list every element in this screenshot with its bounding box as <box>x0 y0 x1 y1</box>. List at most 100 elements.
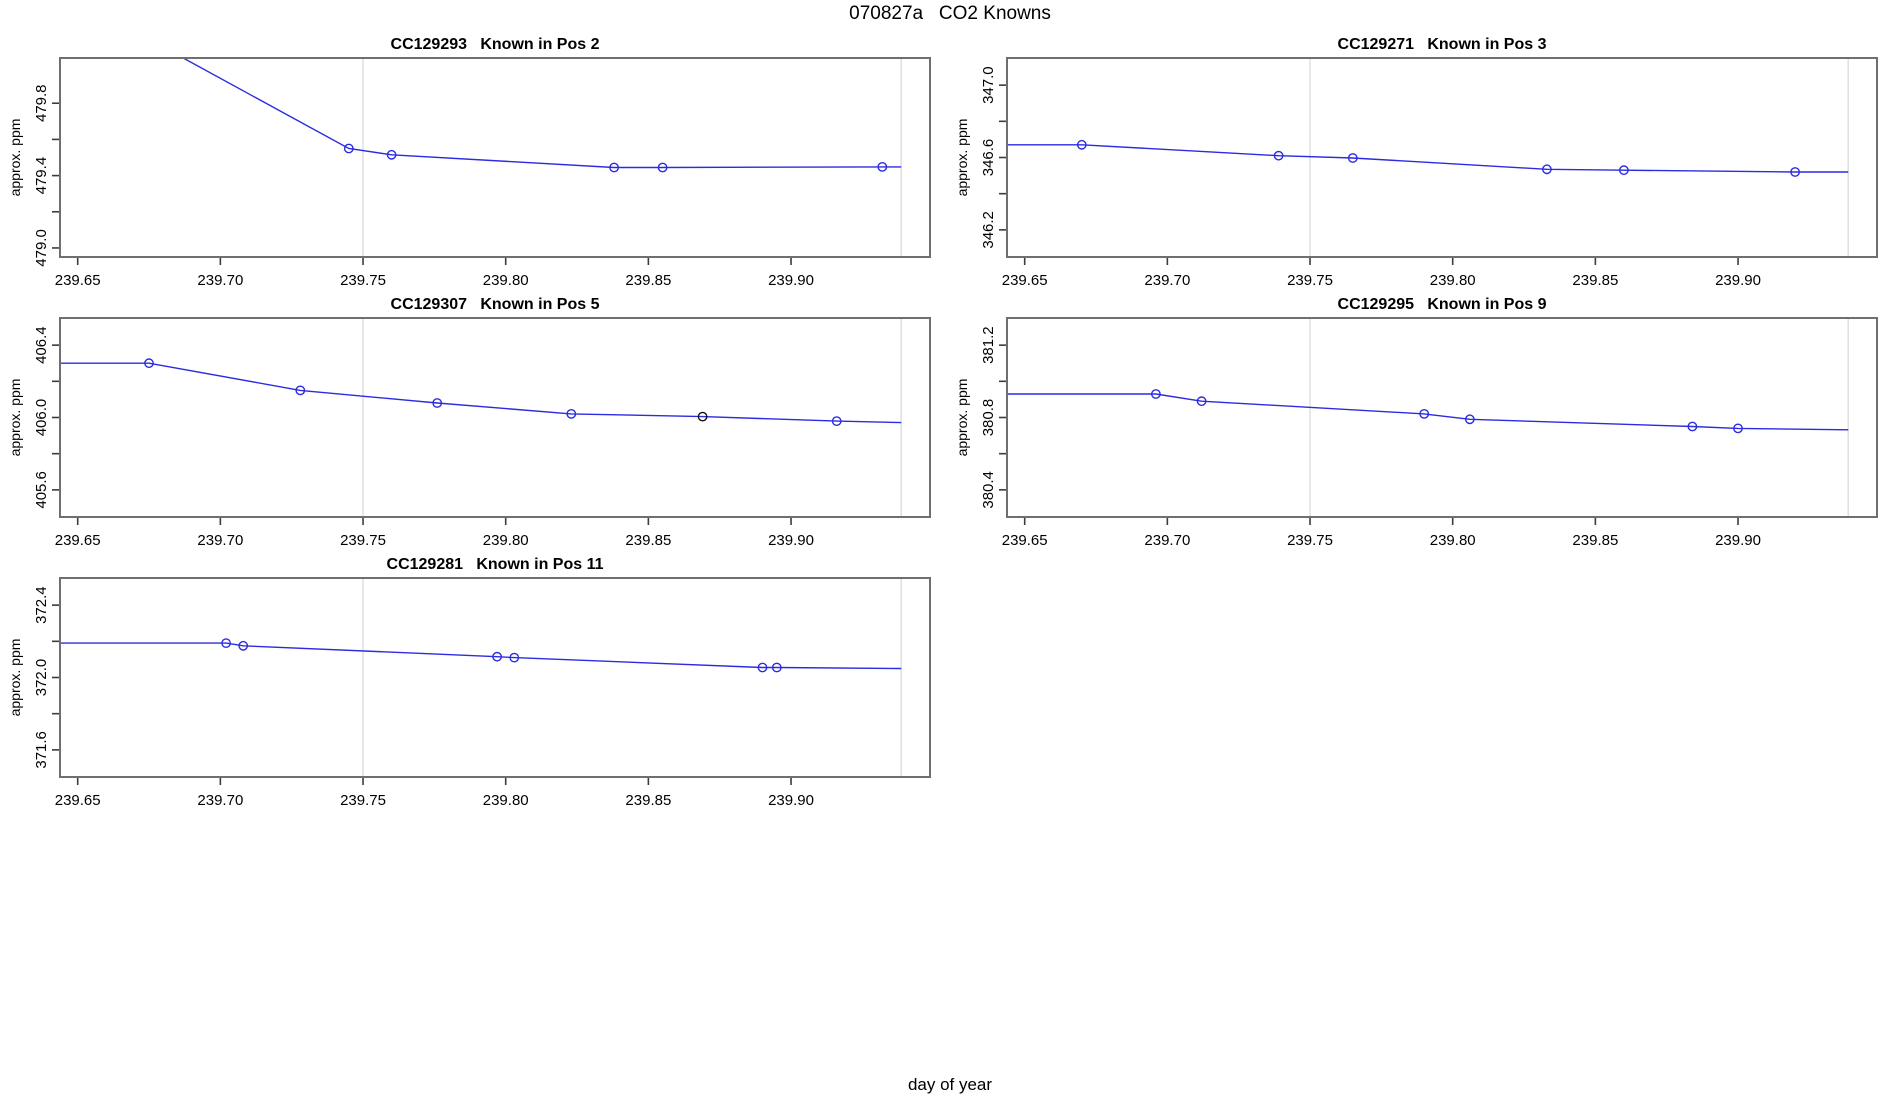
x-tick-label: 239.85 <box>625 272 671 289</box>
subplot-cc129307---known-in-pos-5: 239.65 239.70 239.75 239.80 239.85 239.90 405.… <box>7 296 931 549</box>
x-tick-label: 239.70 <box>197 532 243 549</box>
data-point <box>432 398 443 408</box>
data-point <box>877 161 888 172</box>
data-line <box>181 58 902 169</box>
y-tick-label: 372.0 <box>33 659 50 697</box>
subplot-cc129271---known-in-pos-3: 239.65 239.70 239.75 239.80 239.85 239.90 346.… <box>954 36 1878 289</box>
y-axis-label: approx. ppm <box>7 119 23 197</box>
x-tick-label: 239.80 <box>1430 532 1476 549</box>
data-point <box>757 662 768 673</box>
y-tick-label: 406.4 <box>33 326 50 364</box>
x-tick-label: 239.70 <box>197 272 243 289</box>
x-tick-label: 239.85 <box>1572 272 1618 289</box>
y-tick-label: 380.8 <box>980 399 997 437</box>
data-point <box>492 651 502 662</box>
plot-box <box>1006 57 1878 258</box>
data-point <box>609 162 619 173</box>
data-point <box>343 143 354 154</box>
data-point <box>144 358 154 369</box>
data-point <box>831 416 842 426</box>
data-point <box>1196 396 1207 407</box>
data-point <box>1542 164 1552 175</box>
y-tick-label: 380.4 <box>980 471 997 509</box>
y-axis-label: approx. ppm <box>7 379 23 457</box>
y-tick-label: 405.6 <box>33 471 50 509</box>
x-tick-label: 239.75 <box>1287 532 1333 549</box>
x-tick-label: 239.70 <box>1144 532 1190 549</box>
plot-title: CC129307 Known in Pos 5 <box>391 296 600 313</box>
x-tick-label: 239.80 <box>483 532 529 549</box>
data-point <box>1790 167 1801 177</box>
y-axis-label: approx. ppm <box>7 639 23 717</box>
x-tick-label: 239.85 <box>625 532 671 549</box>
data-point <box>509 652 520 663</box>
subplot-cc129293---known-in-pos-2: 239.65 239.70 239.75 239.80 239.85 239.90 479.… <box>7 36 931 289</box>
data-point <box>1076 139 1087 150</box>
y-tick-label: 347.0 <box>980 66 997 104</box>
x-tick-label: 239.65 <box>1002 272 1048 289</box>
data-point <box>1273 150 1284 161</box>
x-tick-label: 239.85 <box>1572 532 1618 549</box>
data-line <box>1007 144 1849 173</box>
y-axis-label: approx. ppm <box>954 119 970 197</box>
x-tick-label: 239.80 <box>483 792 529 809</box>
x-tick-label: 239.70 <box>197 792 243 809</box>
x-tick-label: 239.80 <box>1430 272 1476 289</box>
plot-box <box>59 577 931 778</box>
x-tick-label: 239.65 <box>55 272 101 289</box>
x-tick-label: 239.75 <box>1287 272 1333 289</box>
y-tick-label: 371.6 <box>33 731 50 769</box>
plot-title: CC129293 Known in Pos 2 <box>391 36 600 53</box>
x-tick-label: 239.90 <box>1715 272 1761 289</box>
data-point <box>566 408 577 419</box>
x-tick-label: 239.75 <box>340 792 386 809</box>
y-tick-label: 406.0 <box>33 399 50 437</box>
data-line <box>1007 393 1849 431</box>
data-point <box>697 411 708 422</box>
y-axis-label: approx. ppm <box>954 379 970 457</box>
plot-box <box>59 317 931 518</box>
data-point <box>386 149 397 160</box>
data-point <box>238 640 249 651</box>
x-tick-label: 239.65 <box>55 532 101 549</box>
data-line <box>60 642 902 670</box>
x-tick-label: 239.85 <box>625 792 671 809</box>
data-point <box>295 385 306 396</box>
data-point <box>1687 421 1698 432</box>
x-tick-label: 239.90 <box>768 532 814 549</box>
y-tick-label: 372.4 <box>33 586 50 624</box>
x-tick-label: 239.65 <box>55 792 101 809</box>
data-point <box>657 162 668 173</box>
plot-box <box>59 57 931 258</box>
y-tick-label: 346.6 <box>980 139 997 177</box>
x-tick-label: 239.90 <box>768 792 814 809</box>
data-line <box>60 362 902 424</box>
data-point <box>1733 423 1743 434</box>
plot-title: CC129271 Known in Pos 3 <box>1338 36 1547 53</box>
plot-title: CC129281 Known in Pos 11 <box>387 556 604 573</box>
y-tick-label: 346.2 <box>980 211 997 249</box>
data-point <box>1619 165 1629 176</box>
x-tick-label: 239.90 <box>768 272 814 289</box>
data-point <box>1151 389 1161 399</box>
plot-box <box>1006 317 1878 518</box>
data-point <box>221 638 232 648</box>
x-tick-label: 239.80 <box>483 272 529 289</box>
data-point <box>771 662 782 673</box>
x-tick-label: 239.65 <box>1002 532 1048 549</box>
outer-xlabel: day of year <box>907 1075 993 1094</box>
y-tick-label: 479.0 <box>33 229 50 267</box>
x-tick-label: 239.75 <box>340 272 386 289</box>
subplot-cc129295---known-in-pos-9: 239.65 239.70 239.75 239.80 239.85 239.90 380.… <box>954 296 1878 549</box>
x-tick-label: 239.75 <box>340 532 386 549</box>
plot-title: CC129295 Known in Pos 9 <box>1338 296 1547 313</box>
y-tick-label: 381.2 <box>980 326 997 364</box>
y-tick-label: 479.4 <box>33 157 50 195</box>
data-point <box>1419 408 1430 419</box>
main-title: 070827a CO2 Knowns <box>849 3 1051 24</box>
y-tick-label: 479.8 <box>33 84 50 122</box>
x-tick-label: 239.70 <box>1144 272 1190 289</box>
